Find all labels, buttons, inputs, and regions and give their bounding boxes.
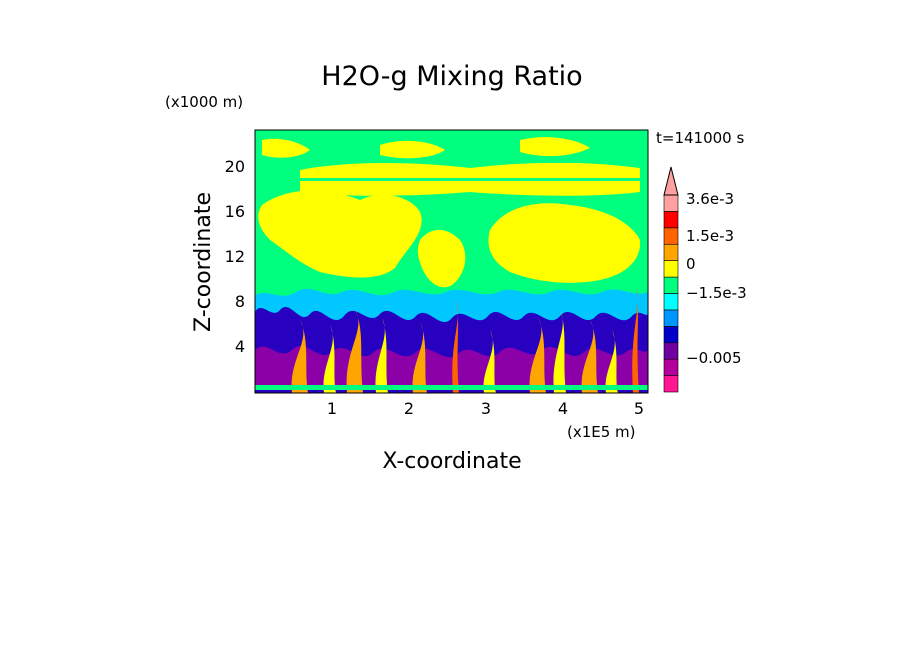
plume (346, 310, 363, 393)
stripe (255, 160, 648, 163)
plume (375, 318, 388, 393)
colorbar (663, 166, 679, 393)
colorbar-labels: 3.6e-3 1.5e-3 0 −1.5e-3 −0.005 (686, 190, 747, 367)
x-unit-label: (x1E5 m) (567, 423, 636, 441)
x-axis-label: X-coordinate (382, 449, 521, 474)
colorbar-swatch (663, 194, 679, 212)
moisture-region (380, 140, 445, 159)
plume (553, 310, 566, 393)
moisture-region (262, 138, 310, 158)
colorbar-swatch (663, 276, 679, 294)
y-unit-label: (x1000 m) (165, 93, 243, 111)
moisture-region (417, 229, 466, 288)
time-label: t=141000 s (656, 129, 744, 147)
x-tick-label: 3 (481, 399, 491, 418)
plume (581, 320, 598, 393)
moisture-region (488, 203, 641, 283)
colorbar-tick-label: 0 (686, 255, 696, 273)
y-axis-label: Z-coordinate (191, 192, 216, 332)
plume (529, 318, 546, 393)
plume (632, 286, 639, 393)
colorbar-arrow (663, 166, 679, 196)
colorbar-swatch (663, 309, 679, 327)
surface-band (255, 385, 648, 390)
y-tick-label: 20 (225, 157, 245, 176)
x-axis: 1 2 3 4 5 (327, 399, 644, 418)
moisture-region (258, 190, 422, 278)
chart-title: H2O-g Mixing Ratio (321, 61, 582, 92)
colorbar-swatch (663, 375, 679, 393)
plume (412, 322, 427, 393)
colorbar-swatch (663, 293, 679, 311)
x-tick-label: 2 (404, 399, 414, 418)
x-tick-label: 4 (558, 399, 568, 418)
plume (605, 330, 618, 393)
colorbar-swatch (663, 326, 679, 344)
y-tick-label: 8 (235, 292, 245, 311)
plume (323, 325, 336, 393)
colorbar-swatch (663, 260, 679, 278)
plot-area (255, 130, 648, 393)
colorbar-tick-label: 3.6e-3 (686, 190, 734, 208)
x-tick-label: 5 (634, 399, 644, 418)
colorbar-tick-label: −1.5e-3 (686, 284, 747, 302)
plume (483, 330, 496, 393)
colorbar-swatch (663, 243, 679, 261)
colorbar-tick-label: 1.5e-3 (686, 227, 734, 245)
plume (452, 300, 459, 393)
colorbar-tick-label: −0.005 (686, 349, 742, 367)
colorbar-swatch (663, 342, 679, 360)
stripe (255, 178, 648, 181)
y-tick-label: 4 (235, 337, 245, 356)
colorbar-swatch (663, 227, 679, 245)
y-tick-label: 16 (225, 202, 245, 221)
plot-frame (254, 129, 649, 394)
y-tick-label: 12 (225, 247, 245, 266)
plume (291, 320, 308, 393)
colorbar-swatch (663, 211, 679, 229)
y-axis: 4 8 12 16 20 (225, 157, 245, 356)
x-tick-label: 1 (327, 399, 337, 418)
colorbar-swatch (663, 358, 679, 376)
moisture-region (520, 137, 590, 157)
